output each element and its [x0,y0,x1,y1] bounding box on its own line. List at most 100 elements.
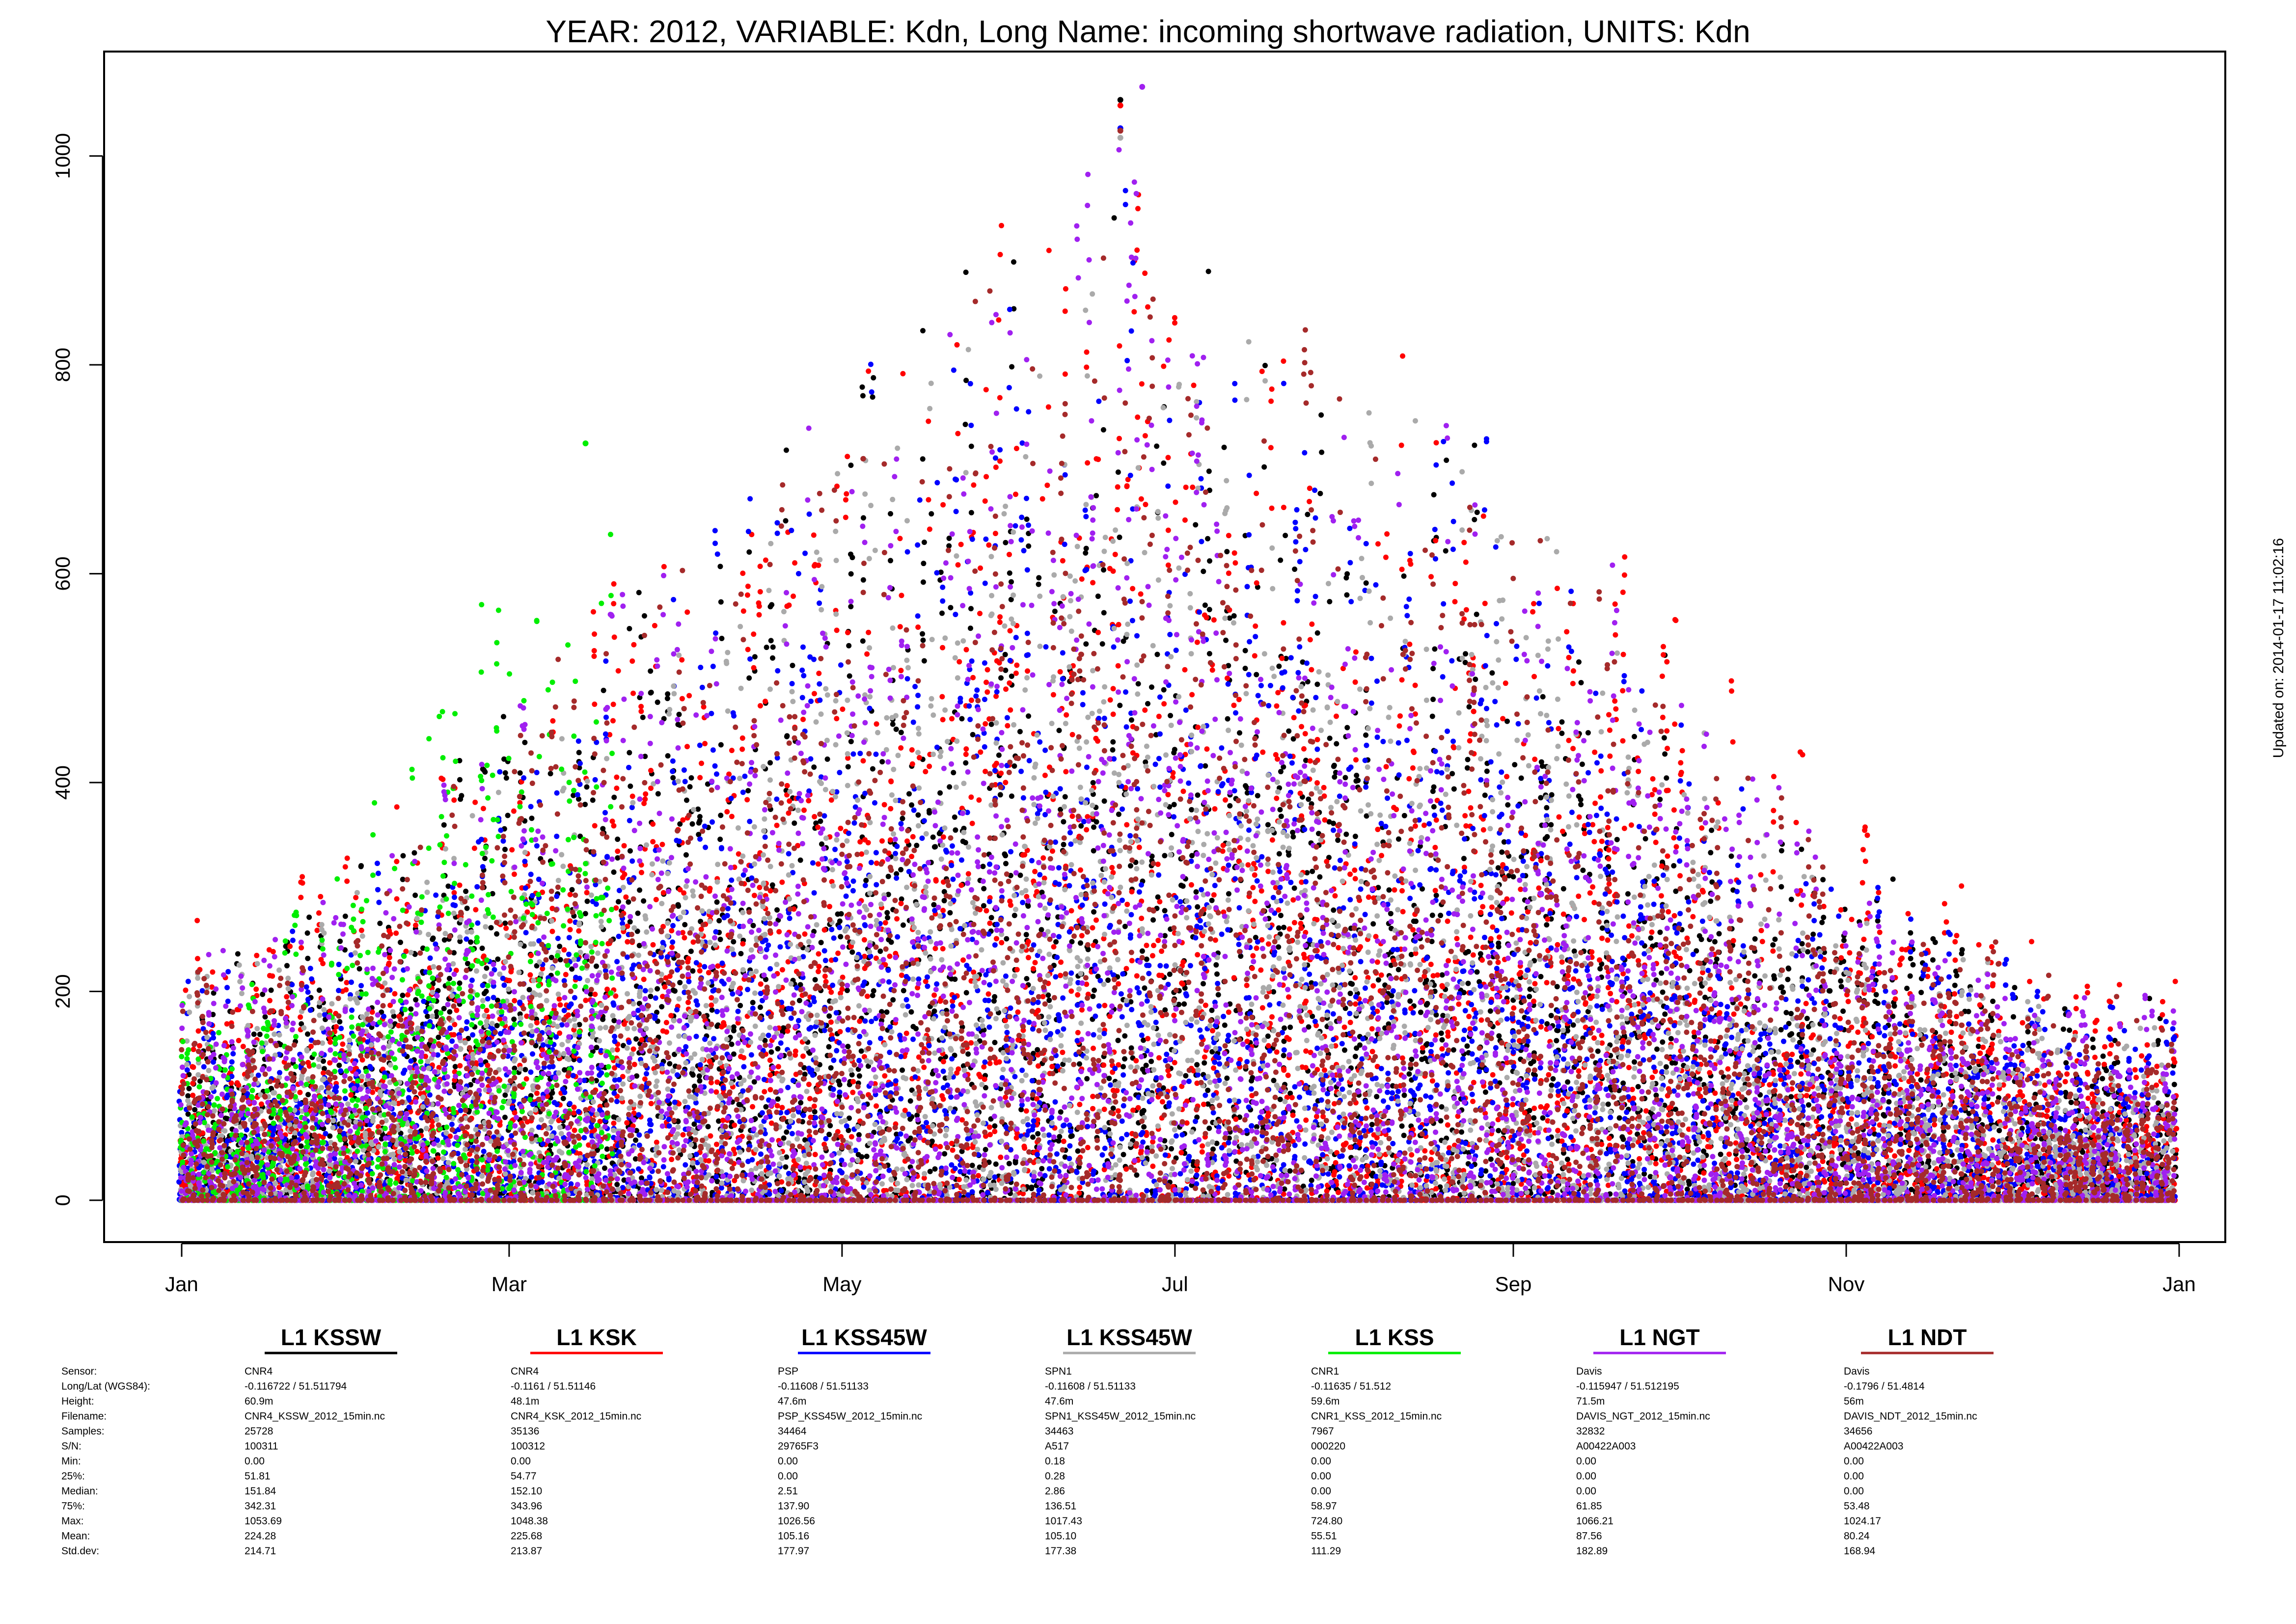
data-point [942,898,947,903]
data-point [236,1038,242,1043]
data-point [1024,516,1030,522]
data-point [849,949,855,955]
data-point [327,1060,332,1066]
data-point [1465,765,1470,771]
data-point [1918,990,1924,995]
data-point [194,918,200,923]
data-point [484,965,489,971]
data-point [305,930,310,936]
data-point [1451,1047,1456,1053]
data-point [1729,854,1734,859]
data-point [1660,1039,1665,1045]
data-point [1203,602,1208,608]
data-point [1231,613,1237,619]
data-point [436,1035,441,1040]
data-point [1538,974,1543,979]
data-point [718,742,724,748]
data-point [1194,889,1199,894]
data-point [1431,492,1437,497]
data-point [1078,940,1083,946]
data-point [745,788,751,793]
data-point [344,980,349,985]
data-point [915,812,921,818]
data-point [251,1031,257,1037]
data-point [937,790,943,796]
data-point [1213,962,1219,968]
data-point [611,795,617,800]
data-point [1084,1076,1090,1082]
data-point [505,812,511,818]
data-point [269,987,274,993]
data-point [257,1031,263,1037]
data-point [781,1136,787,1141]
data-point [1261,464,1267,470]
data-point [906,791,912,797]
data-point [1444,458,1449,463]
data-point [659,1004,664,1009]
data-point [767,760,773,765]
data-point [775,1096,781,1102]
data-point [909,802,914,808]
data-point [1276,664,1282,669]
data-point [1996,1128,2002,1133]
data-point [1555,984,1560,989]
data-point [1717,931,1722,936]
data-point [1207,607,1212,612]
data-point [1095,594,1101,599]
data-point [1407,999,1413,1004]
data-point [1510,1181,1516,1186]
data-point [1430,913,1435,918]
data-point [1464,1043,1470,1049]
data-point [1110,739,1116,745]
data-point [1224,549,1230,554]
data-point [1007,1161,1012,1166]
data-point [1262,363,1268,368]
data-point [2012,985,2017,990]
data-point [900,816,905,821]
data-point [465,906,470,911]
data-point [965,1052,971,1057]
data-point [512,871,517,877]
data-point [1222,445,1227,450]
data-point [920,328,926,333]
data-point [884,910,890,916]
data-point [298,879,303,885]
data-point [1101,610,1107,616]
data-point [1465,981,1471,986]
data-point [1100,641,1105,647]
data-point [1430,788,1436,794]
data-point [1585,730,1591,735]
data-point [1343,832,1349,837]
data-point [718,812,723,818]
data-point [1139,1109,1145,1114]
data-point [463,889,468,894]
data-point [1619,1134,1625,1139]
data-point [502,1115,508,1120]
data-point [900,1067,905,1073]
data-point [1422,1056,1428,1061]
data-point [297,1090,302,1095]
data-point [2100,1076,2105,1082]
data-point [1772,937,1777,942]
data-point [584,785,589,790]
data-point [837,1082,843,1087]
data-point [1402,813,1407,818]
data-point [299,945,304,950]
data-point [848,551,853,557]
data-point [576,750,582,755]
data-point [1440,1013,1446,1018]
data-point [959,716,964,722]
data-point [1531,1058,1536,1064]
data-point [1475,969,1480,974]
data-point [656,791,661,796]
data-point [1463,651,1468,656]
data-point [1789,1031,1794,1036]
data-point [633,1137,638,1143]
data-point [1209,1007,1214,1013]
data-point [672,988,678,994]
data-point [890,997,896,1002]
data-point [1129,1045,1134,1051]
data-point [860,638,866,644]
data-point [1279,813,1284,819]
data-point [197,1043,202,1049]
